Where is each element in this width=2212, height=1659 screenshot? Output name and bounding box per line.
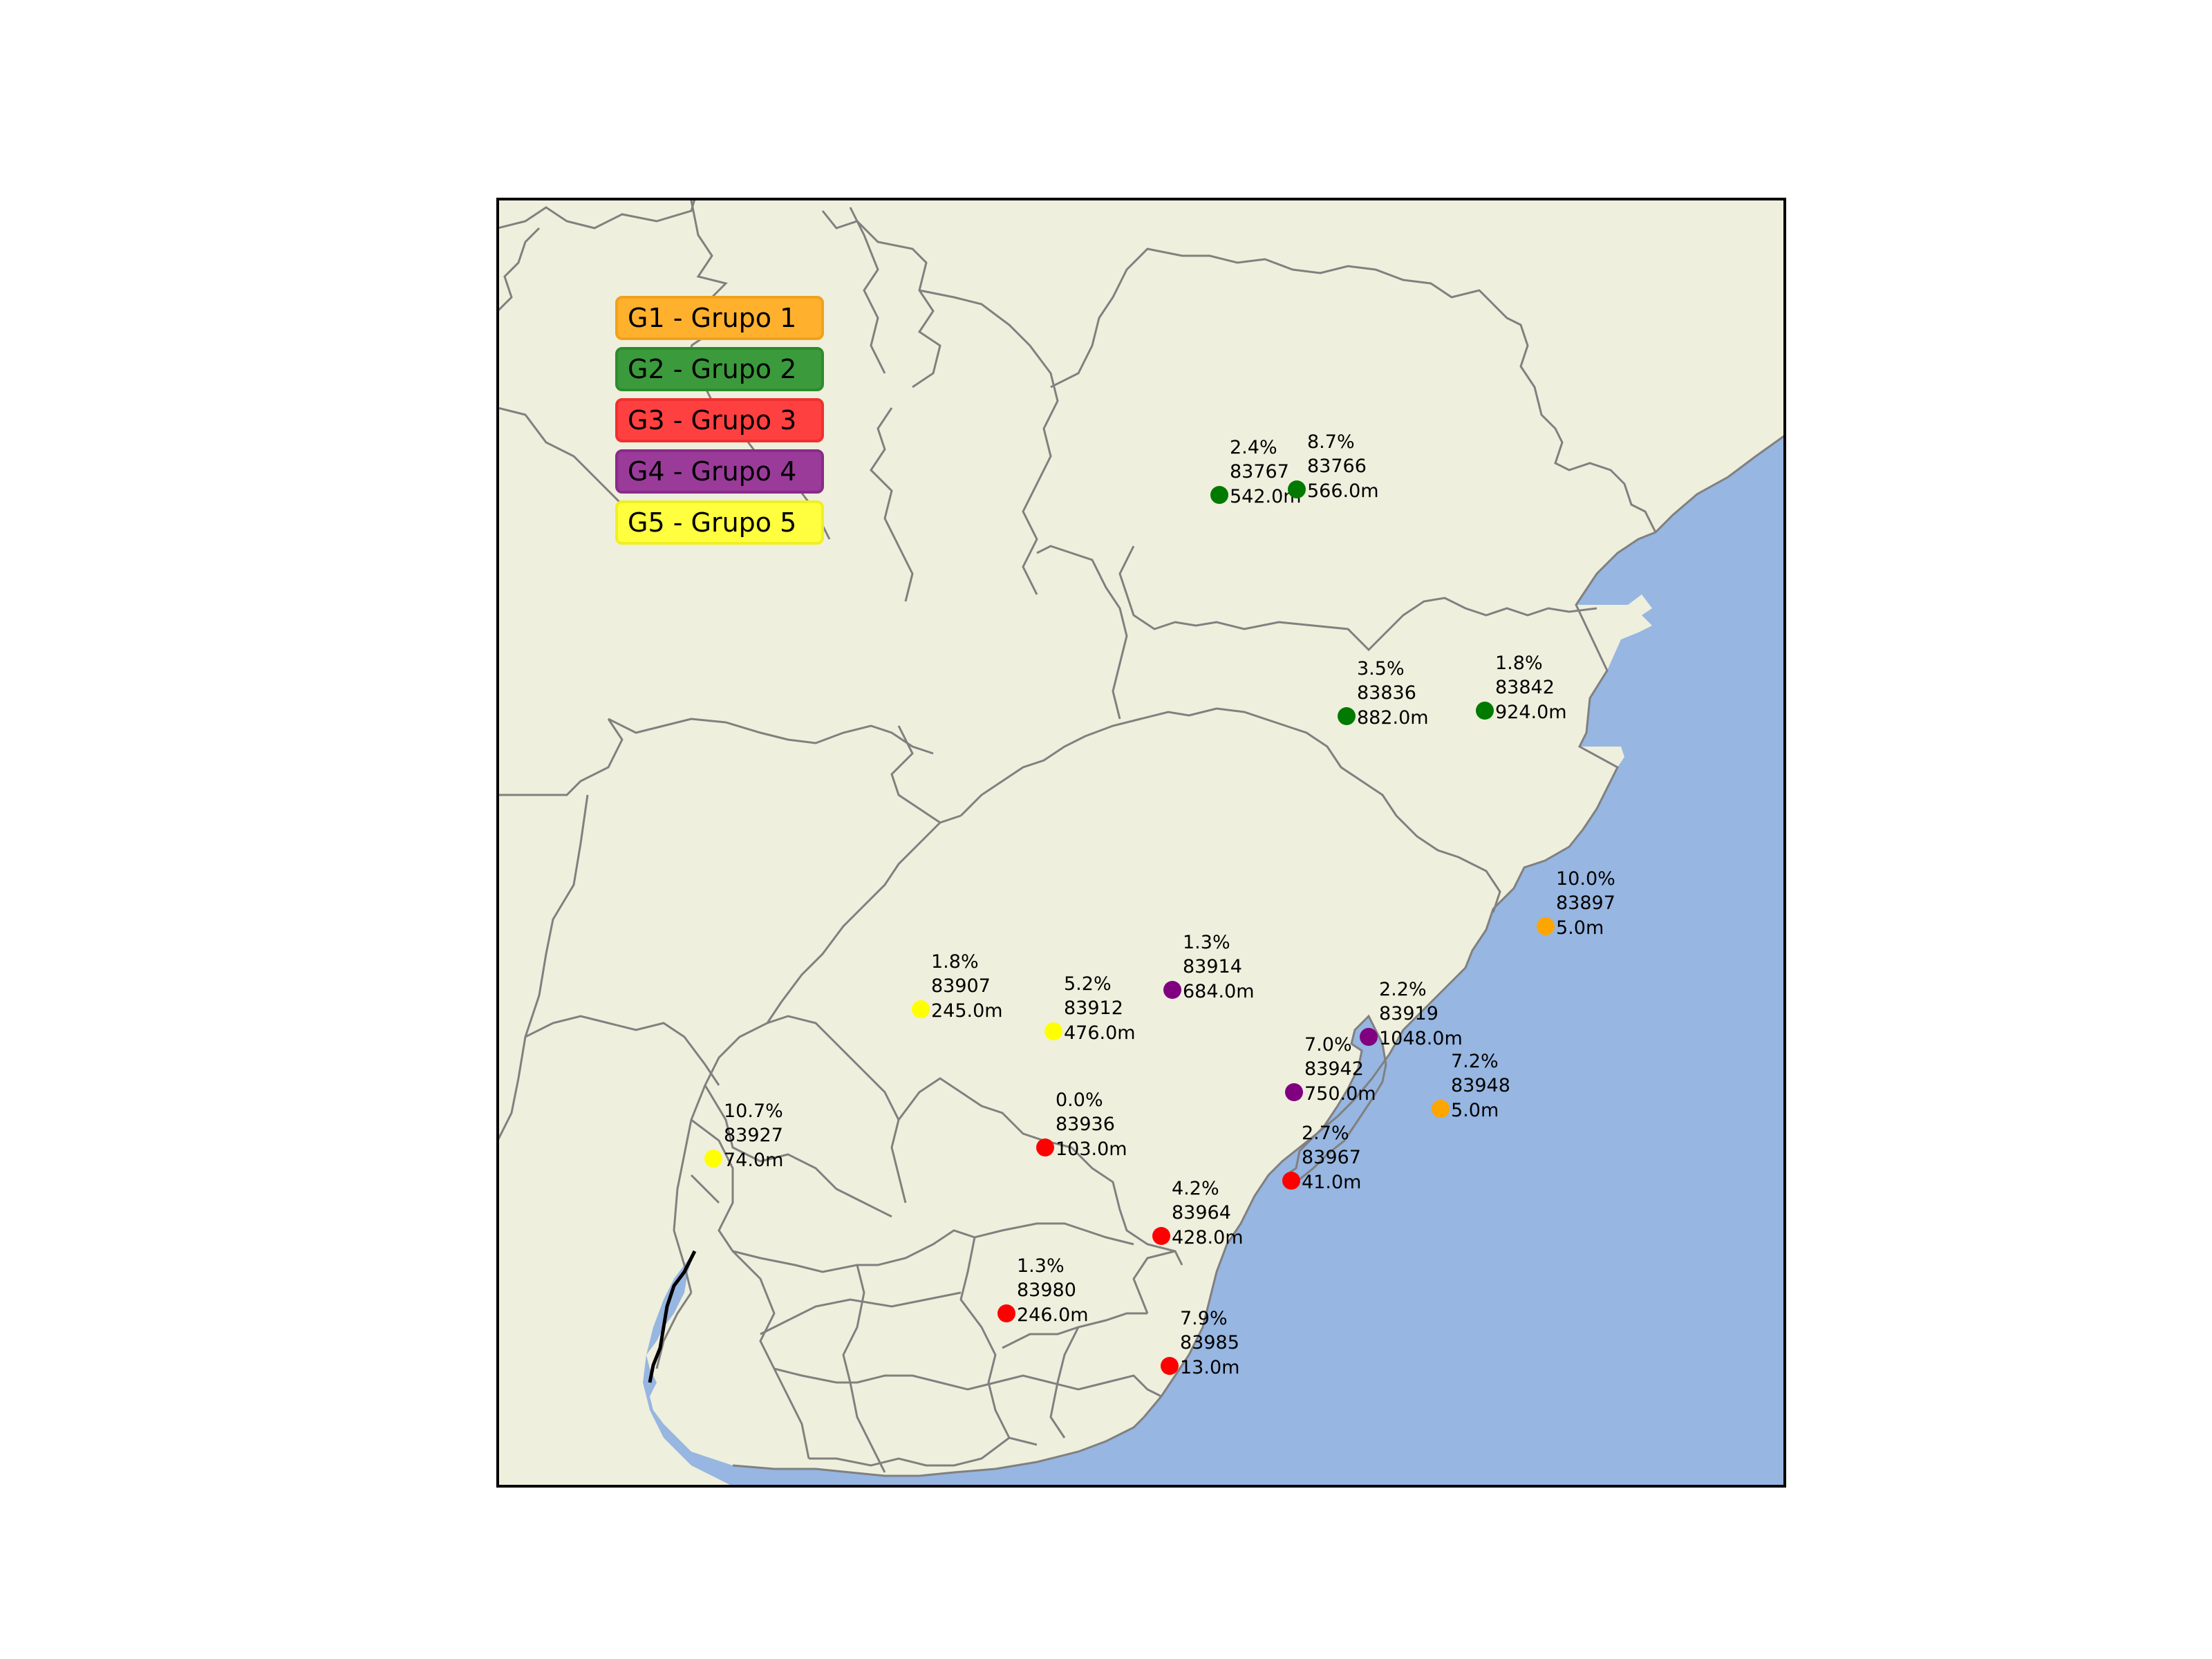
- station-id-label: 83914: [1183, 956, 1242, 977]
- legend-item-g5: G5 - Grupo 5: [615, 500, 824, 545]
- station-id-label: 83767: [1230, 461, 1289, 482]
- station-id-label: 83980: [1017, 1280, 1076, 1301]
- station-id-label: 83836: [1357, 682, 1416, 704]
- station-marker: [1360, 1028, 1378, 1046]
- station-marker: [1285, 1083, 1303, 1101]
- station-marker: [1282, 1172, 1300, 1190]
- station-alt-label: 924.0m: [1495, 702, 1567, 723]
- station-marker: [1044, 1022, 1062, 1040]
- station-alt-label: 41.0m: [1302, 1172, 1361, 1193]
- station-pct-label: 1.8%: [1495, 653, 1543, 674]
- station-id-label: 83766: [1307, 456, 1367, 477]
- station-pct-label: 4.2%: [1172, 1178, 1219, 1199]
- station-pct-label: 1.3%: [1183, 932, 1230, 953]
- legend-label: G3 - Grupo 3: [628, 405, 796, 435]
- station-id-label: 83964: [1172, 1202, 1231, 1224]
- station-id-label: 83842: [1495, 677, 1555, 698]
- station-marker: [1152, 1227, 1170, 1245]
- station-marker: [1476, 702, 1494, 720]
- station-pct-label: 1.8%: [931, 951, 979, 973]
- station-marker: [704, 1150, 722, 1168]
- station-marker: [1537, 917, 1555, 935]
- station-pct-label: 7.9%: [1180, 1308, 1228, 1329]
- station-alt-label: 24.0m: [1094, 1537, 1154, 1558]
- station-marker: [1036, 1138, 1054, 1156]
- station-pct-label: 2.2%: [1379, 979, 1427, 1000]
- station-id-label: 83907: [931, 975, 991, 997]
- station-marker: [1338, 707, 1356, 725]
- station-alt-label: 74.0m: [724, 1150, 783, 1171]
- station-pct-label: 0.0%: [1056, 1089, 1103, 1111]
- station-alt-label: 245.0m: [931, 1000, 1003, 1022]
- station-alt-label: 5.0m: [1451, 1100, 1499, 1121]
- legend: G1 - Grupo 1 G2 - Grupo 2 G3 - Grupo 3 G…: [615, 296, 824, 552]
- station-id-label: 83919: [1379, 1003, 1438, 1024]
- station-id-label: 83997: [1094, 1512, 1154, 1533]
- station-marker: [997, 1304, 1015, 1322]
- station-alt-label: 476.0m: [1064, 1022, 1136, 1044]
- station-alt-label: 684.0m: [1183, 981, 1255, 1002]
- station-pct-label: 1.3%: [1017, 1255, 1065, 1277]
- legend-item-g2: G2 - Grupo 2: [615, 347, 824, 391]
- station-marker: [912, 1000, 930, 1018]
- legend-label: G1 - Grupo 1: [628, 303, 796, 333]
- station-id-label: 83927: [724, 1125, 783, 1146]
- station-marker: [1432, 1100, 1450, 1118]
- station-id-label: 83985: [1180, 1332, 1239, 1353]
- station-pct-label: 10.7%: [724, 1100, 783, 1122]
- station-marker: [1161, 1357, 1179, 1375]
- station-pct-label: 5.2%: [1064, 973, 1112, 995]
- station-id-label: 83967: [1302, 1147, 1361, 1168]
- station-id-label: 83912: [1064, 997, 1123, 1019]
- station-id-label: 83936: [1056, 1114, 1115, 1135]
- station-id-label: 83942: [1304, 1058, 1364, 1080]
- legend-item-g1: G1 - Grupo 1: [615, 296, 824, 340]
- station-pct-label: 8.7%: [1307, 431, 1355, 453]
- station-marker: [1210, 486, 1228, 504]
- legend-label: G2 - Grupo 2: [628, 354, 796, 384]
- station-alt-label: 882.0m: [1357, 707, 1429, 729]
- station-alt-label: 13.0m: [1180, 1357, 1239, 1378]
- station-alt-label: 5.0m: [1556, 917, 1604, 939]
- station-id-label: 83948: [1451, 1075, 1510, 1096]
- legend-item-g3: G3 - Grupo 3: [615, 398, 824, 442]
- station-pct-label: 10.0%: [1556, 868, 1615, 890]
- station-alt-label: 1048.0m: [1379, 1028, 1463, 1049]
- station-pct-label: 0.6%: [1094, 1488, 1142, 1509]
- station-pct-label: 7.2%: [1451, 1051, 1499, 1072]
- station-alt-label: 566.0m: [1307, 480, 1379, 502]
- station-id-label: 83897: [1556, 892, 1615, 914]
- station-pct-label: 7.0%: [1304, 1034, 1352, 1056]
- station-alt-label: 750.0m: [1304, 1083, 1376, 1105]
- station-marker: [1288, 480, 1306, 498]
- station-marker: [1163, 981, 1181, 999]
- station-alt-label: 428.0m: [1172, 1227, 1244, 1248]
- legend-item-g4: G4 - Grupo 4: [615, 449, 824, 494]
- legend-label: G4 - Grupo 4: [628, 456, 796, 487]
- station-marker: [1075, 1537, 1093, 1555]
- station-alt-label: 246.0m: [1017, 1304, 1089, 1326]
- legend-label: G5 - Grupo 5: [628, 507, 796, 538]
- station-alt-label: 103.0m: [1056, 1138, 1127, 1160]
- station-83997: 0.6% 83997 24.0m: [1075, 1488, 1154, 1558]
- station-pct-label: 3.5%: [1357, 658, 1405, 679]
- station-pct-label: 2.7%: [1302, 1123, 1349, 1144]
- station-pct-label: 2.4%: [1230, 437, 1277, 458]
